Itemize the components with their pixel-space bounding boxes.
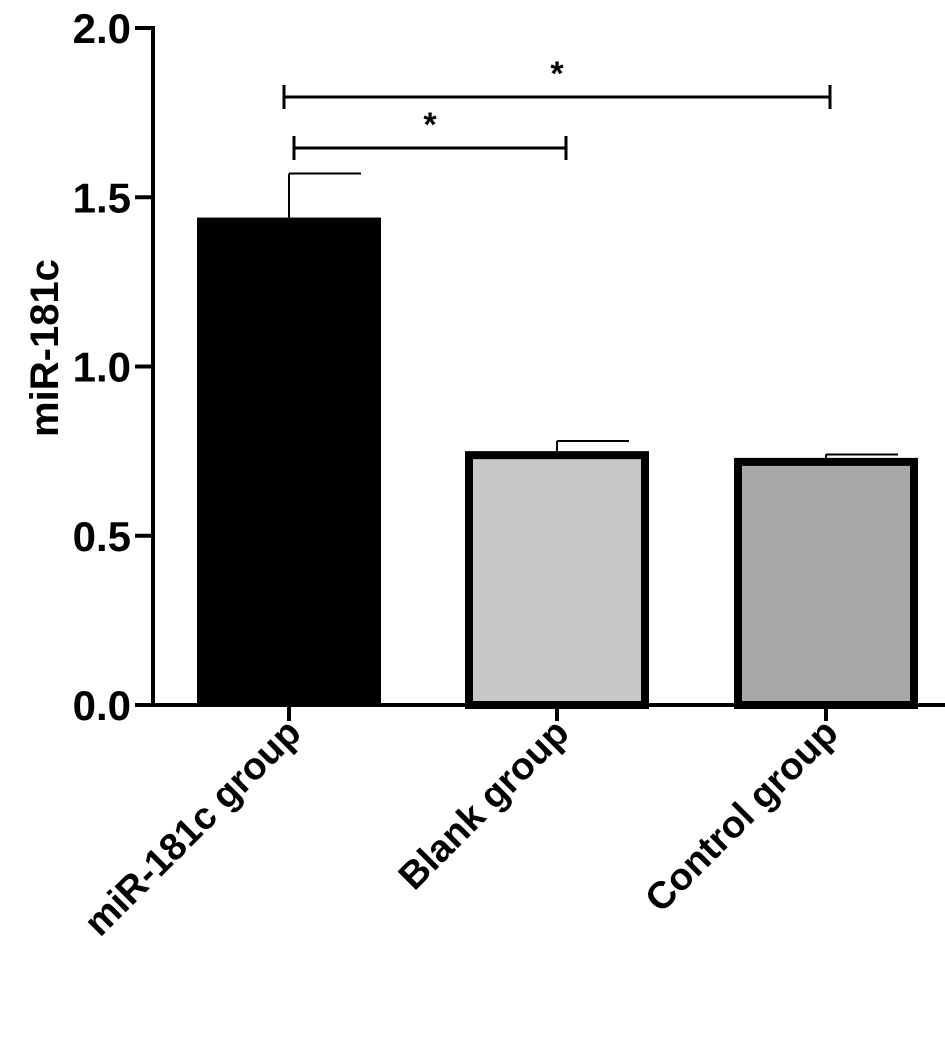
- y-tick-label: 0.0: [73, 682, 131, 729]
- significance-brackets: **: [282, 55, 832, 160]
- x-category-label: miR-181c group: [77, 712, 310, 945]
- significance-star: *: [423, 106, 437, 144]
- y-axis: 0.0 0.5 1.0 1.5 2.0: [73, 5, 155, 729]
- significance-star: *: [550, 55, 564, 93]
- y-tick-label: 2.0: [73, 5, 131, 52]
- error-bars: [288, 172, 898, 458]
- y-axis-title: miR-181c: [23, 259, 67, 437]
- bar: [734, 457, 918, 709]
- bar: [465, 451, 649, 709]
- y-tick-label: 1.5: [73, 174, 131, 221]
- bar: [197, 217, 381, 705]
- x-category-label: Blank group: [391, 712, 577, 898]
- y-tick-label: 0.5: [73, 513, 131, 560]
- x-category-label: Control group: [638, 712, 847, 921]
- x-axis: miR-181c group Blank group Control group: [77, 703, 945, 945]
- y-tick-label: 1.0: [73, 344, 131, 391]
- bars: [197, 217, 918, 709]
